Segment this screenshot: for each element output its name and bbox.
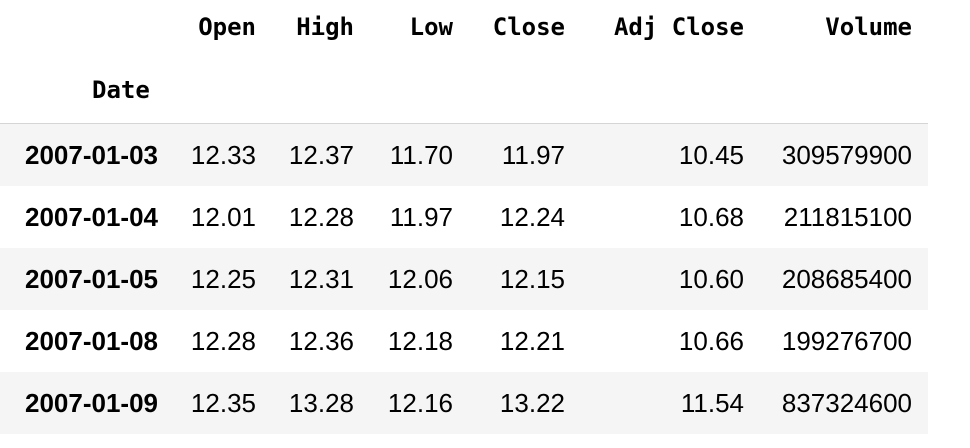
table-cell: 11.97 — [389, 202, 453, 232]
row-index-date: 2007-01-09 — [25, 388, 158, 418]
table-cell: 12.01 — [190, 202, 256, 232]
table-cell: 208685400 — [781, 264, 912, 294]
table-cell: 11.54 — [680, 388, 744, 418]
table-cell: 10.66 — [678, 326, 744, 356]
table-row: 2007-01-03 12.33 12.37 11.70 11.97 10.45 30957… — [0, 124, 928, 186]
table-cell: 10.60 — [678, 264, 744, 294]
table-cell: 10.45 — [678, 140, 744, 170]
table-cell: 12.21 — [499, 326, 565, 356]
row-index-date: 2007-01-04 — [25, 202, 158, 232]
table-cell: 12.31 — [288, 264, 354, 294]
table-cell: 12.37 — [288, 140, 354, 170]
row-index-date: 2007-01-05 — [25, 264, 158, 294]
column-header-close: Close — [492, 13, 565, 41]
column-header-open: Open — [198, 13, 256, 41]
table-cell: 13.28 — [288, 388, 354, 418]
index-header-date: Date — [92, 76, 150, 104]
table-cell: 211815100 — [783, 202, 912, 232]
table-cell: 12.33 — [190, 140, 256, 170]
row-index-date: 2007-01-08 — [25, 326, 158, 356]
table-cell: 12.36 — [288, 326, 354, 356]
table-row: 2007-01-05 12.25 12.31 12.06 12.15 10.60 20868… — [0, 248, 928, 310]
table-cell: 309579900 — [781, 140, 912, 170]
table-cell: 199276700 — [781, 326, 912, 356]
table-cell: 12.28 — [288, 202, 354, 232]
table-cell: 837324600 — [781, 388, 912, 418]
table-row: 2007-01-09 12.35 13.28 12.16 13.22 11.54 83732… — [0, 372, 928, 434]
row-index-date: 2007-01-03 — [25, 140, 158, 170]
column-header-adj-close: Adj Close — [613, 13, 744, 41]
table-cell: 12.35 — [190, 388, 256, 418]
table-cell: 12.18 — [387, 326, 453, 356]
table-cell: 11.97 — [501, 140, 565, 170]
table-cell: 12.15 — [499, 264, 565, 294]
column-header-volume: Volume — [825, 13, 912, 41]
table-row: 2007-01-08 12.28 12.36 12.18 12.21 10.66 19927… — [0, 310, 928, 372]
table-cell: 12.28 — [190, 326, 256, 356]
table-cell: 12.24 — [499, 202, 565, 232]
table-cell: 12.06 — [387, 264, 453, 294]
table-cell: 12.25 — [190, 264, 256, 294]
column-header-low: Low — [409, 13, 453, 41]
table-cell: 13.22 — [499, 388, 565, 418]
table-cell: 11.70 — [389, 140, 453, 170]
table-cell: 10.68 — [678, 202, 744, 232]
table-row: 2007-01-04 12.01 12.28 11.97 12.24 10.68 21181… — [0, 186, 928, 248]
column-header-high: High — [296, 13, 354, 41]
table-cell: 12.16 — [387, 388, 453, 418]
